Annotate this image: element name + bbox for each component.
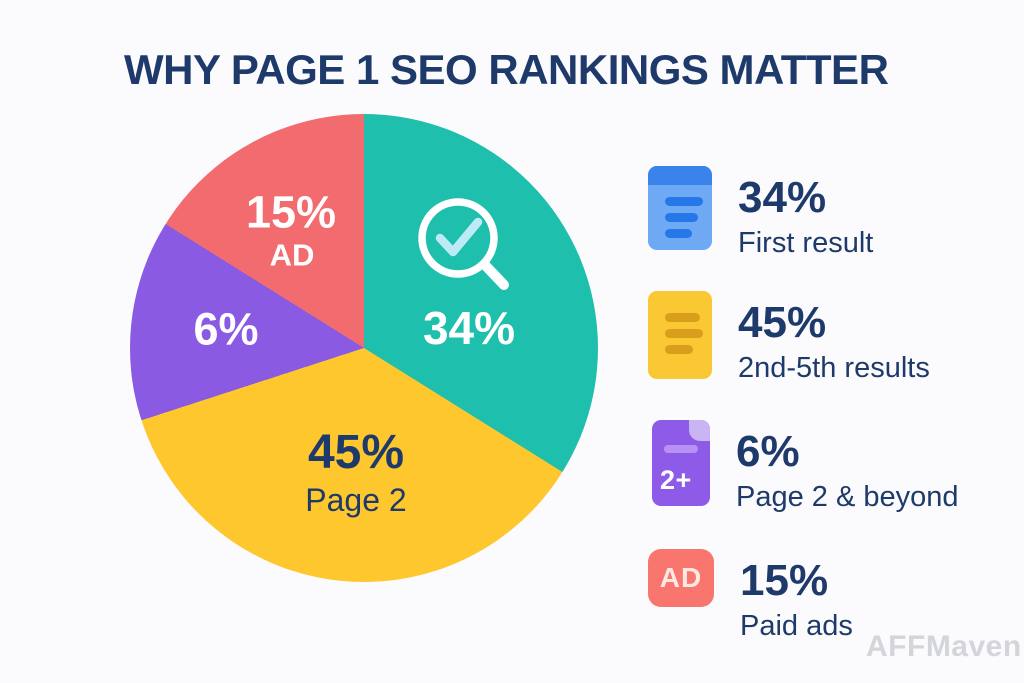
- legend-label: First result: [738, 226, 874, 259]
- doc-blue-icon: [648, 166, 712, 250]
- legend-label: Paid ads: [740, 609, 853, 642]
- slice-label-2nd-5th: 45%: [307, 426, 405, 479]
- ad-badge-icon: AD: [648, 549, 714, 607]
- legend-value: 15%: [740, 556, 829, 605]
- legend-value: 45%: [738, 298, 827, 347]
- doc-purple-2plus-icon: 2+: [652, 420, 710, 506]
- slice-label-page2-beyond: 6%: [193, 303, 259, 355]
- slice-label-first-result: 34%: [422, 302, 516, 354]
- slice-sublabel-ad: AD: [269, 237, 315, 273]
- slice-label-paid-ads: 15%: [245, 186, 337, 238]
- legend-label: 2nd-5th results: [738, 351, 930, 384]
- legend-item-page-2-beyond: 2+ 6% Page 2 & beyond: [648, 420, 959, 514]
- legend-item-paid-ads: AD 15% Paid ads: [648, 549, 853, 643]
- legend-label: Page 2 & beyond: [736, 480, 959, 513]
- doc-purple-icon-text: 2+: [660, 465, 692, 495]
- doc-yellow-icon: [648, 291, 712, 379]
- ad-badge-icon-text: AD: [659, 562, 703, 593]
- legend-value: 6%: [736, 427, 800, 476]
- slice-sublabel-page-2: Page 2: [305, 482, 407, 518]
- pie-chart: [130, 114, 598, 582]
- legend-item-first-result: 34% First result: [648, 166, 873, 260]
- watermark: AFFMaven: [866, 630, 1022, 663]
- magnifier-check-icon: [418, 198, 509, 290]
- legend-item-2nd-5th-results: 45% 2nd-5th results: [648, 291, 930, 385]
- legend-value: 34%: [738, 173, 827, 222]
- page-title: WHY PAGE 1 SEO RANKINGS MATTER: [124, 46, 889, 93]
